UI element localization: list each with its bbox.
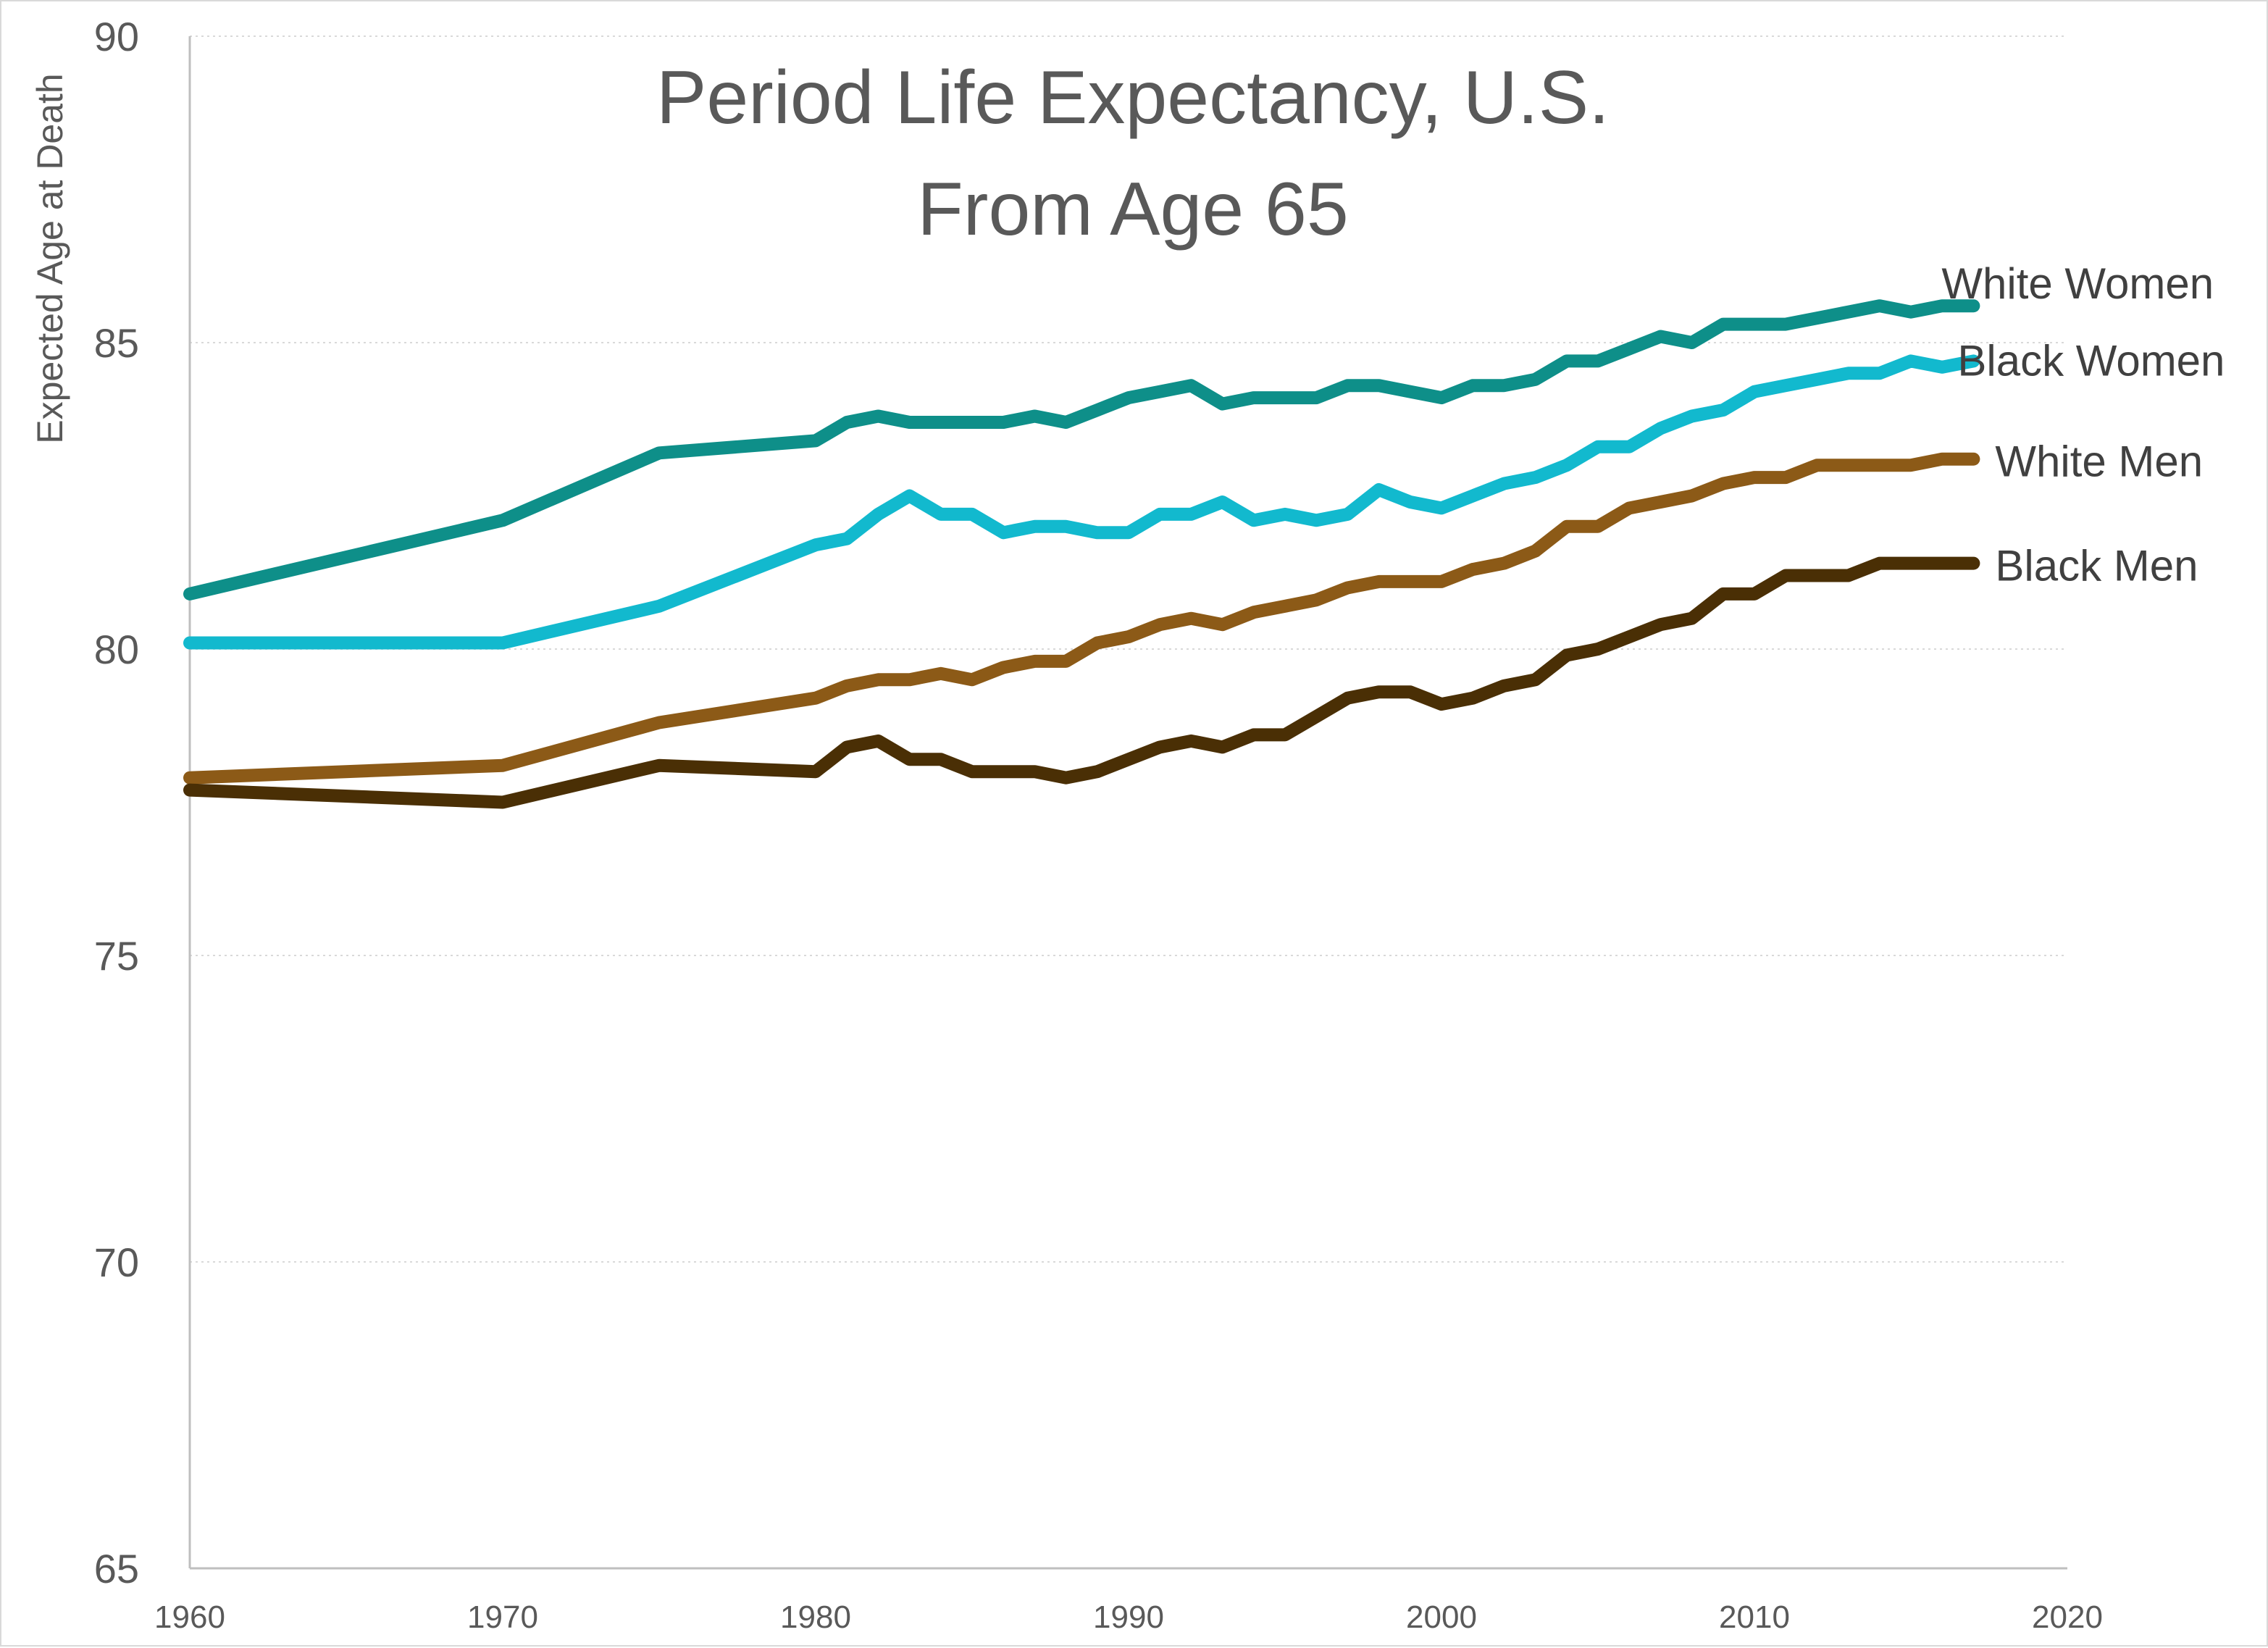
- x-tick-label-2020: 2020: [2032, 1599, 2103, 1635]
- series-label-white-men: White Men: [1995, 438, 2203, 486]
- series-label-white-women: White Women: [1941, 259, 2214, 308]
- x-tick-label-1990: 1990: [1093, 1599, 1164, 1635]
- y-tick-label-75: 75: [94, 933, 139, 979]
- series-line-black-women: [183, 354, 1980, 650]
- chart-title-line-1: Period Life Expectancy, U.S.: [656, 56, 1610, 140]
- series-labels: White Women Black Women White Men Black Men: [1941, 259, 2225, 590]
- y-tick-label-90: 90: [94, 14, 139, 59]
- series-line-white-men: [183, 452, 1980, 785]
- x-tick-label-1960: 1960: [154, 1599, 225, 1635]
- y-tick-label-80: 80: [94, 627, 139, 672]
- y-tick-label-85: 85: [94, 320, 139, 366]
- x-tick-label-1980: 1980: [780, 1599, 851, 1635]
- y-tick-label-65: 65: [94, 1546, 139, 1591]
- x-tick-label-1970: 1970: [467, 1599, 538, 1635]
- series-line-black-men: [183, 556, 1980, 809]
- y-tick-label-70: 70: [94, 1239, 139, 1285]
- series-label-black-men: Black Men: [1995, 542, 2198, 590]
- series-line-white-women: [183, 299, 1980, 601]
- chart-title-line-2: From Age 65: [917, 167, 1348, 251]
- series-label-black-women: Black Women: [1957, 336, 2225, 385]
- axes: 65 70 75 80 85 90 1960 1970 1980 1990 2000 2010 2020: [94, 14, 2103, 1635]
- y-axis-label: Expected Age at Death: [30, 73, 70, 443]
- x-tick-label-2010: 2010: [1719, 1599, 1790, 1635]
- series-lines: [183, 299, 1980, 809]
- x-tick-label-2000: 2000: [1406, 1599, 1477, 1635]
